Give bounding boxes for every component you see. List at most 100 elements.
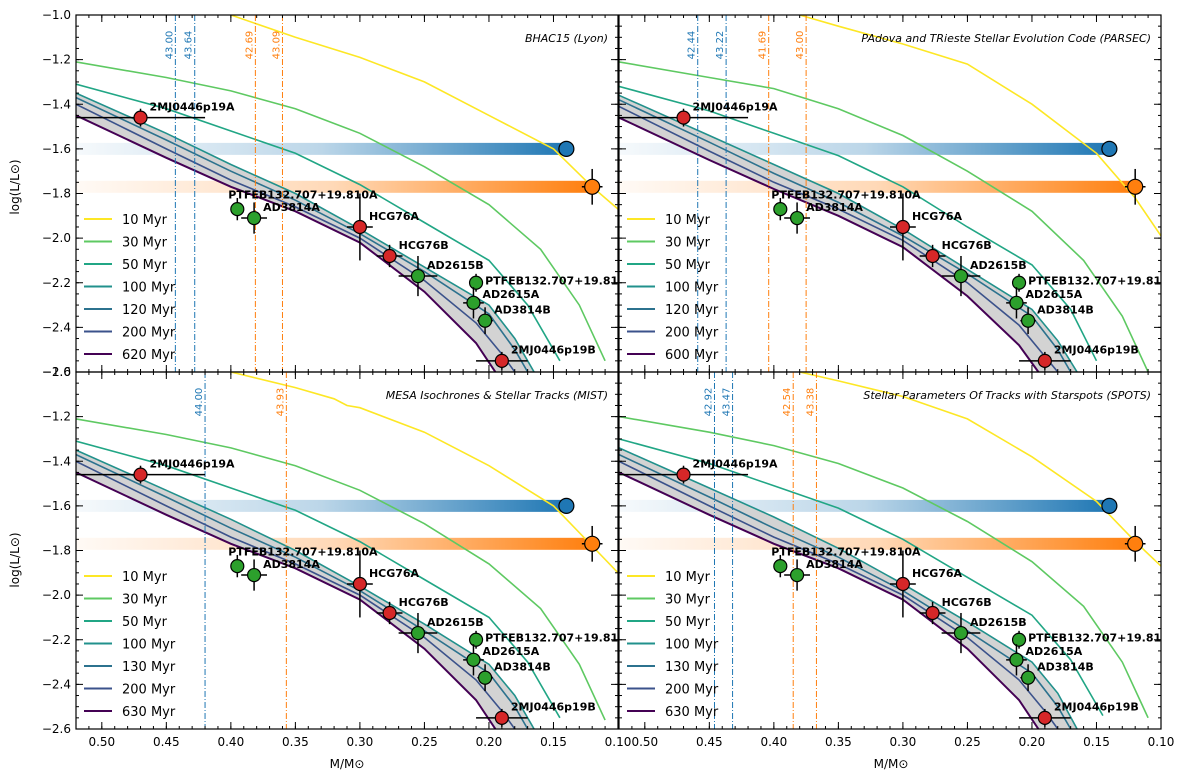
x-tick-label: 0.25 (411, 735, 438, 749)
star-label: AD3814B (494, 304, 551, 317)
star-label: 2MJ0446p19A (693, 457, 778, 470)
star-point (466, 295, 481, 310)
legend-label: 10 Myr (122, 213, 168, 228)
legend-label: 630 Myr (122, 705, 176, 720)
isochrone-50 (619, 438, 1104, 716)
star-label: AD3814B (1037, 661, 1094, 674)
mass-limit-label: 43.93 (275, 388, 286, 417)
y-axis-label-bottom: log(L/L⊙) (8, 532, 22, 587)
x-tick-label: 0.45 (153, 735, 180, 749)
y-tick-label: −1.0 (42, 365, 71, 379)
star-label: AD2615B (427, 259, 484, 272)
star-label: HCG76B (942, 596, 992, 609)
y-tick-label: −1.2 (42, 410, 71, 424)
y-tick-label: −2.6 (42, 365, 71, 379)
star-point (477, 313, 493, 328)
star-label: PTFEB132.707+19.810B (1028, 275, 1177, 288)
star-point (925, 248, 940, 264)
legend-label: 130 Myr (665, 660, 719, 675)
y-tick-label: −1.6 (42, 142, 71, 156)
star-point (676, 467, 691, 482)
star-label: AD2615A (1026, 645, 1083, 658)
y-tick-label: −1.0 (42, 8, 71, 22)
star-point (352, 576, 368, 592)
mass-limit-label: 43.38 (805, 388, 816, 417)
mass-limit-label: 42.92 (703, 388, 714, 417)
star-label: 2MJ0446p19B (511, 701, 596, 714)
star-label: HCG76A (912, 210, 963, 223)
target-luminosity-band (619, 537, 1136, 550)
star-point (230, 559, 245, 574)
star-label: 2MJ0446p19A (150, 457, 235, 470)
star-point (953, 625, 969, 641)
legend-label: 50 Myr (665, 615, 711, 630)
age-range-band (76, 93, 535, 372)
star-label: PTFEB132.707+19.810B (485, 632, 634, 645)
x-tick-label: 0.40 (760, 735, 787, 749)
star-point (246, 210, 262, 226)
star-label: AD2615A (483, 645, 540, 658)
mass-limit-label: 43.00 (795, 31, 806, 60)
x-tick-label: 0.15 (540, 735, 567, 749)
y-axis-label-top: log(L/L⊙) (8, 159, 22, 214)
star-point (410, 268, 426, 284)
mass-limit-label: 42.69 (244, 31, 255, 60)
star-label: AD3814A (806, 558, 863, 571)
x-axis-label-left: M/M⊙ (330, 757, 365, 771)
y-tick-label: −1.8 (42, 544, 71, 558)
legend-label: 30 Myr (122, 593, 168, 608)
star-label: AD3814B (494, 661, 551, 674)
x-tick-label: 0.40 (217, 735, 244, 749)
age-range-band (619, 95, 1078, 372)
isochrone-10 (230, 372, 618, 574)
star-point (1037, 710, 1052, 725)
star-point (466, 652, 481, 667)
legend-label: 200 Myr (122, 326, 176, 341)
legend-label: 100 Myr (665, 281, 719, 296)
star-point (676, 110, 691, 125)
x-tick-label: 0.35 (282, 735, 309, 749)
target-point (1101, 140, 1118, 157)
star-point (352, 219, 368, 235)
isochrone-old (76, 114, 497, 372)
mass-limit-label: 43.00 (164, 31, 175, 60)
x-tick-label: 0.10 (605, 735, 632, 749)
y-tick-label: −1.4 (42, 97, 71, 111)
legend: 10 Myr 30 Myr 50 Myr 100 Myr 130 Myr 200 Myr 6… (627, 570, 719, 720)
legend: 10 Myr 30 Myr 50 Myr 100 Myr 120 Myr 200 Myr 6… (84, 213, 176, 363)
star-point (925, 605, 940, 621)
target-point (558, 140, 575, 157)
legend-label: 120 Myr (665, 303, 719, 318)
star-point (1020, 313, 1036, 328)
y-tick-label: −2.4 (42, 677, 71, 691)
y-tick-label: −2.2 (42, 633, 71, 647)
star-label: 2MJ0446p19A (693, 100, 778, 113)
star-label: HCG76B (399, 239, 449, 252)
age-range-band (76, 450, 535, 729)
legend-label: 50 Myr (665, 258, 711, 273)
x-tick-label: 0.50 (631, 735, 658, 749)
legend-label: 10 Myr (665, 213, 711, 228)
star-label: HCG76B (399, 596, 449, 609)
star-label: AD2615A (1026, 288, 1083, 301)
star-point (789, 567, 805, 583)
star-label: AD3814A (263, 558, 320, 571)
star-point (477, 670, 493, 685)
y-tick-label: −2.0 (42, 231, 71, 245)
mass-limit-label: 42.44 (687, 31, 698, 60)
star-point (1011, 632, 1027, 647)
star-label: AD2615B (427, 616, 484, 629)
x-axis-label-right: M/M⊙ (874, 757, 909, 771)
star-point (1020, 670, 1036, 685)
star-point (1037, 353, 1052, 368)
legend-label: 100 Myr (122, 638, 176, 653)
isochrone-30 (76, 418, 606, 721)
x-tick-label: 0.20 (1019, 735, 1046, 749)
x-tick-label: 0.30 (347, 735, 374, 749)
y-tick-label: −1.8 (42, 187, 71, 201)
legend-label: 630 Myr (665, 705, 719, 720)
legend-label: 620 Myr (122, 348, 176, 363)
isochrone-50 (76, 83, 561, 362)
